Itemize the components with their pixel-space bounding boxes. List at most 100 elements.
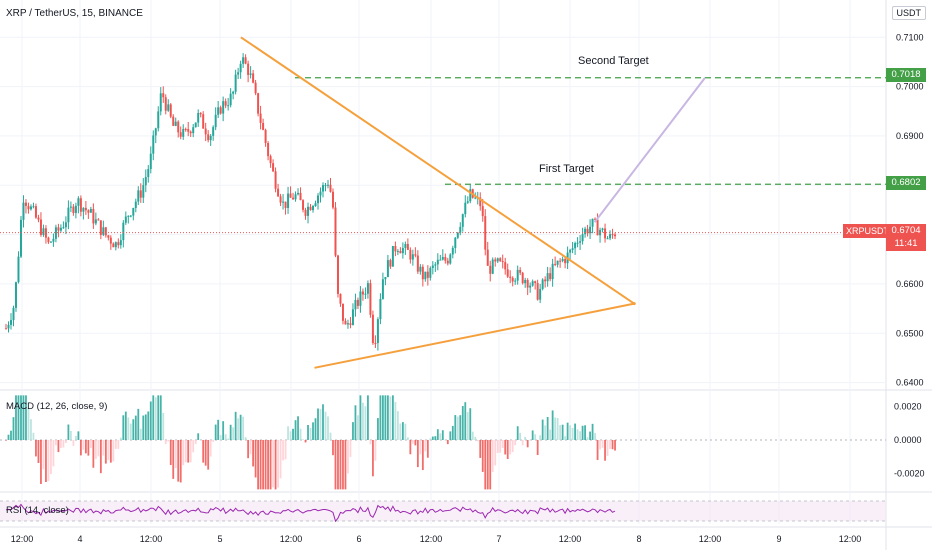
candle-body — [589, 226, 592, 234]
macd-histogram-bar — [189, 439, 192, 463]
candle-body — [262, 122, 265, 130]
candle-body — [104, 227, 107, 236]
candle-body — [409, 249, 412, 260]
macd-histogram-bar — [32, 432, 35, 440]
candle-body — [464, 202, 467, 215]
candle-body — [242, 57, 245, 64]
macd-histogram-bar — [72, 439, 75, 446]
candle-body — [217, 107, 220, 115]
macd-histogram-bar — [109, 439, 112, 463]
candle-body — [539, 288, 542, 300]
candle-body — [89, 208, 92, 213]
macd-histogram-bar — [404, 423, 407, 440]
candle-body — [127, 215, 130, 217]
candle-body — [12, 307, 15, 321]
macd-histogram-bar — [406, 437, 409, 440]
macd-histogram-bar — [45, 439, 47, 482]
candle-body — [444, 257, 447, 261]
candle-body — [451, 247, 454, 255]
candle-body — [314, 203, 317, 207]
candle-body — [87, 210, 90, 213]
candle-body — [292, 197, 295, 200]
candle-body — [254, 82, 257, 94]
candle-body — [484, 216, 487, 250]
candle-body — [344, 320, 347, 325]
macd-histogram-bar — [604, 439, 606, 461]
candle-body — [27, 205, 30, 210]
candle-body — [604, 228, 607, 239]
candle-body — [177, 121, 180, 133]
candle-body — [591, 218, 594, 227]
macd-histogram-bar — [516, 426, 519, 440]
candle-body — [431, 265, 434, 268]
macd-histogram-bar — [50, 439, 52, 474]
candle-body — [389, 260, 392, 267]
candle-body — [366, 283, 369, 294]
macd-histogram-bar — [424, 439, 427, 452]
candle-body — [319, 191, 322, 196]
price-tick-label: 0.6600 — [896, 279, 924, 289]
candle-body — [369, 283, 372, 315]
macd-histogram-bar — [152, 395, 155, 440]
candle-body — [57, 227, 60, 231]
time-tick-label: 8 — [636, 534, 641, 544]
candle-body — [119, 240, 122, 246]
candle-body — [501, 261, 504, 263]
candle-body — [401, 247, 404, 254]
candle-body — [99, 220, 102, 235]
macd-histogram-bar — [62, 439, 65, 448]
macd-histogram-bar — [464, 402, 467, 440]
macd-histogram-bar — [439, 433, 442, 440]
macd-histogram-bar — [337, 439, 339, 490]
macd-histogram-bar — [579, 431, 581, 440]
macd-histogram-bar — [60, 439, 62, 449]
candle-body — [122, 222, 125, 241]
time-tick-label: 12:00 — [559, 534, 582, 544]
candle-body — [167, 104, 170, 111]
candle-body — [326, 184, 329, 186]
macd-histogram-bar — [229, 424, 232, 440]
candle-body — [72, 206, 75, 213]
macd-histogram-bar — [494, 439, 497, 466]
macd-histogram-bar — [541, 419, 544, 440]
macd-histogram-bar — [382, 395, 384, 440]
macd-histogram-bar — [25, 395, 27, 440]
candle-body — [436, 259, 439, 265]
macd-histogram-bar — [174, 439, 177, 469]
macd-histogram-bar — [222, 421, 225, 440]
candle-body — [356, 299, 359, 306]
candle-body — [374, 343, 377, 345]
candle-body — [39, 219, 42, 235]
candle-body — [441, 257, 444, 260]
currency-selector[interactable]: USDT — [891, 6, 926, 20]
macd-histogram-bar — [511, 439, 514, 453]
candle-body — [329, 184, 332, 192]
candle-body — [192, 127, 195, 134]
macd-histogram-bar — [279, 439, 282, 479]
time-tick-label: 12:00 — [11, 534, 34, 544]
macd-histogram-bar — [117, 439, 120, 449]
candle-body — [74, 205, 77, 213]
candle-body — [284, 201, 287, 208]
macd-histogram-bar — [436, 429, 439, 440]
candle-body — [59, 227, 62, 231]
macd-histogram-bar — [554, 417, 557, 440]
candle-body — [341, 303, 344, 321]
candle-body — [219, 107, 222, 114]
macd-histogram-bar — [409, 439, 412, 455]
macd-histogram-bar — [609, 439, 611, 450]
macd-histogram-bar — [352, 422, 354, 440]
candle-body — [416, 255, 419, 272]
triangle-apex — [632, 302, 636, 306]
macd-histogram-bar — [30, 419, 32, 440]
candle-body — [32, 206, 35, 208]
candle-body — [531, 281, 534, 286]
macd-histogram-bar — [157, 395, 160, 440]
macd-histogram-bar — [259, 439, 262, 490]
macd-histogram-bar — [556, 417, 559, 440]
candle-body — [299, 192, 302, 201]
macd-histogram-bar — [591, 423, 594, 440]
macd-histogram-bar — [65, 439, 67, 443]
candle-body — [554, 263, 557, 265]
